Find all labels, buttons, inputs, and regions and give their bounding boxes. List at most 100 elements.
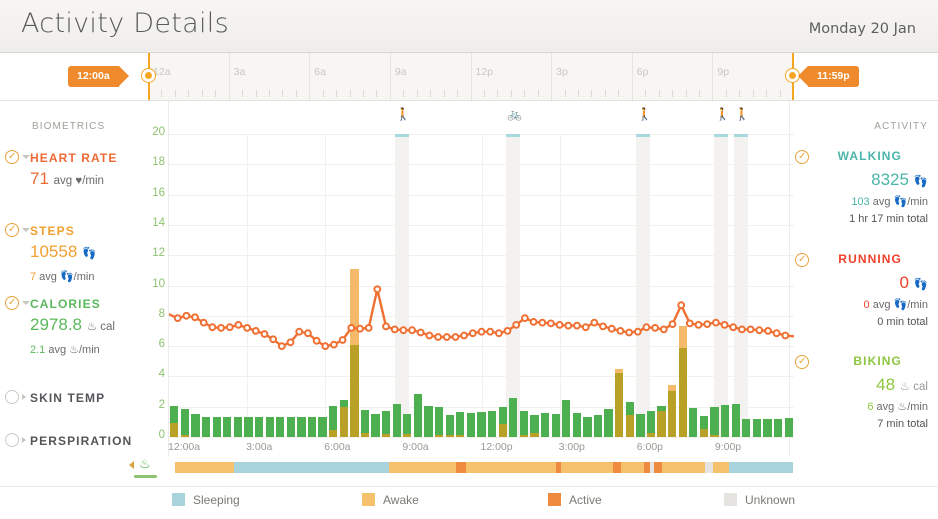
x-axis-tick-label: 6:00p: [636, 441, 664, 453]
activity-average: 6 avg ♨/min: [867, 401, 928, 413]
gridline-vertical: [481, 134, 483, 437]
heart-rate-point: [416, 328, 425, 337]
activity-total: 0 min total: [877, 316, 928, 328]
checkbox-checked-icon[interactable]: [795, 252, 809, 267]
range-end-label[interactable]: 11:59p: [798, 66, 859, 87]
chevron-down-icon[interactable]: [22, 228, 30, 235]
heart-rate-point: [364, 324, 373, 332]
heart-rate-point: [425, 331, 434, 340]
bar-segment-steps: [678, 347, 687, 437]
gridline-vertical: [247, 134, 249, 437]
bar-segment-steps: [699, 428, 709, 437]
legend-item-active[interactable]: Active: [548, 493, 602, 507]
bar-segment-calories: [191, 413, 200, 437]
bar-segment-active: [678, 325, 687, 348]
activity-label: WALKING: [837, 149, 902, 163]
ruler-tick-label: 9p: [717, 66, 730, 78]
activity-band: [714, 134, 729, 437]
chart-bar: [551, 413, 560, 437]
chart-bar: [360, 409, 370, 437]
activity-item-biking[interactable]: BIKING 48 ♨ cal 6 avg ♨/min 7 min total: [790, 354, 928, 444]
heart-rate-point: [460, 331, 469, 340]
ruler-tick-label: 3a: [233, 66, 246, 78]
walking-icon: 🚶: [734, 107, 750, 121]
chart-bar: [339, 399, 348, 437]
chart-bar: [530, 415, 539, 437]
checkbox-empty-icon[interactable]: [5, 390, 19, 404]
bar-segment-steps: [710, 434, 719, 437]
chart-bar: [784, 418, 793, 437]
activity-item-walking[interactable]: WALKING 8325 👣 103 avg 👣/min 1 hr 17 min to…: [790, 149, 928, 239]
ruler-minor-tick: [618, 90, 620, 97]
heart-rate-point: [668, 320, 677, 329]
heart-rate-point: [746, 325, 755, 334]
chart-bar: [583, 416, 592, 437]
timeline-ruler[interactable]: 12a 3a 6a 9a 12p 3p 6p 9p 12:00a 11:59p: [0, 53, 938, 101]
legend-swatch: [724, 493, 737, 506]
y-axis-tick-label: 12: [152, 247, 165, 260]
ruler-minor-tick: [322, 90, 324, 97]
chevron-right-icon[interactable]: [22, 437, 26, 443]
chevron-down-icon[interactable]: [22, 301, 30, 308]
ruler-minor-tick: [766, 90, 768, 97]
checkbox-empty-icon[interactable]: [5, 433, 19, 447]
bar-segment-calories: [540, 412, 550, 437]
ruler-major-tick: [712, 53, 714, 100]
ruler-major-tick: [631, 53, 633, 100]
page-title: Activity Details: [21, 8, 229, 39]
checkbox-checked-icon[interactable]: [5, 149, 19, 164]
ruler-minor-tick: [483, 90, 485, 97]
chart-bar: [572, 412, 581, 437]
bar-segment-calories: [572, 412, 581, 437]
bar-segment-calories: [170, 405, 179, 437]
chevron-right-icon[interactable]: [22, 394, 26, 400]
gridline-vertical: [559, 134, 561, 437]
legend-label: Unknown: [745, 493, 796, 507]
sleep-segment-active: [653, 462, 662, 473]
bar-segment-calories: [731, 404, 740, 437]
y-axis-tick-label: 2: [158, 398, 165, 411]
y-axis-tick-label: 16: [152, 186, 165, 199]
x-axis-tick-label: 12:00a: [168, 441, 201, 453]
heart-rate-point: [217, 324, 225, 332]
range-start-knob[interactable]: [142, 69, 155, 82]
bar-segment-steps: [329, 430, 338, 437]
sleep-timeline-row[interactable]: ♨: [0, 456, 938, 484]
heart-rate-point: [312, 336, 321, 345]
legend-label: Sleeping: [193, 493, 240, 507]
range-end-knob[interactable]: [786, 69, 799, 82]
legend-item-unknown[interactable]: Unknown: [724, 493, 795, 507]
heart-rate-point: [495, 329, 503, 338]
checkbox-checked-icon[interactable]: [795, 354, 809, 369]
chevron-down-icon[interactable]: [22, 155, 30, 162]
range-start-label[interactable]: 12:00a: [68, 66, 129, 87]
legend-label: Awake: [383, 493, 419, 507]
chart-plot-area[interactable]: [169, 134, 794, 438]
checkbox-checked-icon[interactable]: [5, 222, 19, 237]
activity-item-running[interactable]: RUNNING 0 👣 0 avg 👣/min 0 min total: [790, 252, 928, 342]
heart-rate-point: [764, 327, 772, 335]
heart-rate-point: [260, 330, 269, 338]
heart-rate-point: [616, 327, 625, 335]
activity-chart[interactable]: 🚶 🚲 🚶 🚶 🚶 0 2 4 6 8 10 12 14 16 18 20 12:00a 3:00a 6:00a…: [140, 101, 800, 456]
activity-band-cap: [506, 134, 521, 137]
bar-segment-calories: [742, 418, 751, 437]
activity-band: [394, 134, 409, 437]
checkbox-checked-icon[interactable]: [5, 295, 19, 310]
bar-segment-calories: [286, 417, 295, 437]
y-axis-tick-label: 4: [158, 368, 165, 381]
ruler-tick-label: 6p: [636, 66, 649, 78]
heart-rate-point: [486, 327, 495, 336]
bar-segment-calories: [254, 417, 264, 437]
ruler-tick-label: 6a: [314, 66, 326, 78]
legend-item-awake[interactable]: Awake: [362, 493, 419, 507]
legend-item-sleeping[interactable]: Sleeping: [172, 493, 240, 507]
sleep-state-bar[interactable]: [175, 462, 793, 473]
bar-segment-steps: [456, 434, 465, 437]
bar-segment-steps: [668, 390, 677, 437]
checkbox-checked-icon[interactable]: [795, 149, 809, 164]
bar-segment-calories: [636, 413, 645, 437]
collapse-left-arrow-icon[interactable]: [129, 461, 134, 469]
heart-rate-point: [225, 323, 234, 332]
chart-bar: [456, 412, 465, 437]
